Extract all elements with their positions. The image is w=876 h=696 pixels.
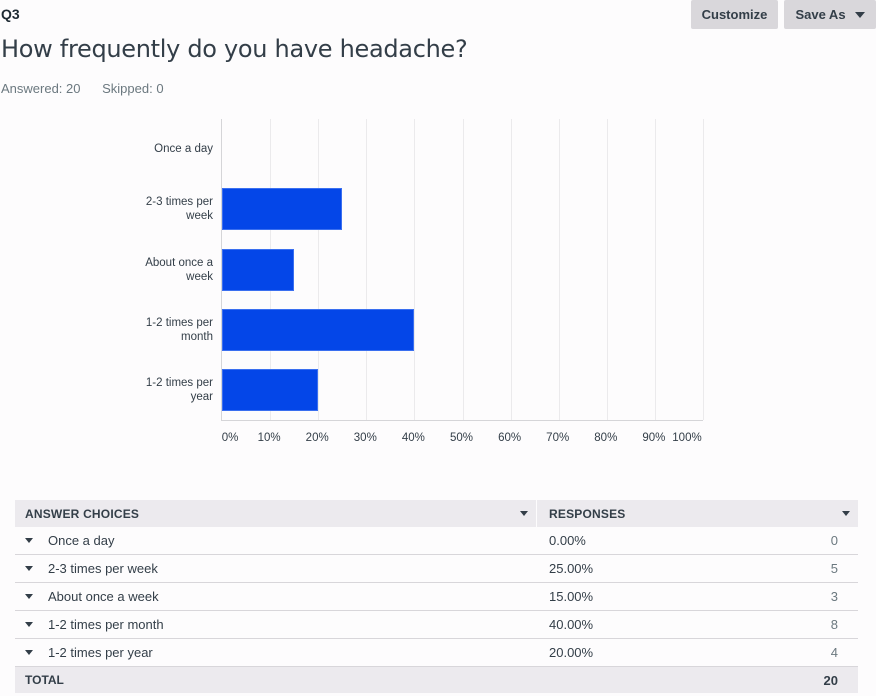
bar-3[interactable] <box>222 308 415 351</box>
gridline <box>703 119 704 420</box>
save-as-button[interactable]: Save As <box>784 0 876 29</box>
bar-2[interactable] <box>222 248 295 291</box>
gridline <box>318 119 320 420</box>
category-label-line: 2-3 times per <box>145 196 213 209</box>
x-tick-label: 10% <box>257 432 281 444</box>
expand-caret-icon[interactable] <box>25 538 33 543</box>
responses-header[interactable]: RESPONSES <box>537 500 858 527</box>
gridline <box>510 119 512 420</box>
skipped-count: Skipped: 0 <box>102 81 164 96</box>
answer-choice-cell: 2-3 times per week <box>15 561 537 576</box>
answer-choice-label: About once a week <box>48 589 159 604</box>
category-label-line: week <box>186 210 213 223</box>
table-row: About once a week 15.00% 3 <box>15 583 858 611</box>
answer-choice-cell: About once a week <box>15 589 537 604</box>
gridline <box>462 119 464 420</box>
x-tick-label: 60% <box>498 432 522 444</box>
table-row: 1-2 times per month 40.00% 8 <box>15 611 858 639</box>
response-percent: 40.00% <box>549 617 594 632</box>
category-label-line: 1-2 times per <box>145 376 213 389</box>
expand-caret-icon[interactable] <box>25 650 33 655</box>
total-row: TOTAL 20 <box>15 667 858 693</box>
answer-choice-label: Once a day <box>48 533 115 548</box>
expand-caret-icon[interactable] <box>25 566 33 571</box>
expand-caret-icon[interactable] <box>25 594 33 599</box>
response-percent: 15.00% <box>549 589 594 604</box>
response-count: 5 <box>830 561 838 576</box>
sort-caret-icon[interactable] <box>520 511 528 516</box>
x-tick-label: 30% <box>353 432 377 444</box>
gridline <box>366 119 368 420</box>
customize-label: Customize <box>701 7 768 22</box>
response-count: 8 <box>830 617 838 632</box>
gridline <box>558 119 560 420</box>
bar-4[interactable] <box>222 368 319 411</box>
sort-caret-icon[interactable] <box>842 511 850 516</box>
category-label-line: week <box>186 270 213 283</box>
response-count: 3 <box>830 589 838 604</box>
chevron-down-icon <box>854 11 865 18</box>
table-row: 2-3 times per week 25.00% 5 <box>15 555 858 583</box>
x-tick-label: 0% <box>221 432 239 444</box>
response-percent: 0.00% <box>549 533 586 548</box>
x-tick-label: 70% <box>546 432 570 444</box>
plot-area <box>221 119 704 421</box>
response-percent: 25.00% <box>549 561 594 576</box>
answer-choice-cell: 1-2 times per year <box>15 645 537 660</box>
category-label: About once a week <box>103 256 213 284</box>
gridline <box>654 119 656 420</box>
table-header: ANSWER CHOICES RESPONSES <box>15 500 858 527</box>
total-value: 20 <box>823 672 838 688</box>
total-label: TOTAL <box>25 673 64 687</box>
table-row: 1-2 times per year 20.00% 4 <box>15 639 858 667</box>
x-tick-label: 80% <box>594 432 618 444</box>
category-label-line: month <box>181 330 213 343</box>
x-tick-label: 100% <box>672 432 702 444</box>
response-count: 0 <box>830 533 838 548</box>
answer-choice-cell: 1-2 times per month <box>15 617 537 632</box>
question-title: How frequently do you have headache? <box>1 35 468 63</box>
answered-count: Answered: 20 <box>1 81 81 96</box>
response-stats: Answered: 20 Skipped: 0 <box>1 81 182 96</box>
category-label: Once a day <box>103 142 213 156</box>
answer-choice-label: 2-3 times per week <box>48 561 158 576</box>
customize-button[interactable]: Customize <box>691 0 778 29</box>
bar-1[interactable] <box>222 188 343 231</box>
category-label-line: 1-2 times per <box>145 316 213 329</box>
response-count: 4 <box>830 645 838 660</box>
x-tick-label: 50% <box>449 432 474 444</box>
answer-choices-header[interactable]: ANSWER CHOICES <box>15 500 537 527</box>
answer-choice-label: 1-2 times per month <box>48 617 164 632</box>
x-tick-label: 90% <box>642 432 666 444</box>
category-label-line: About once a <box>145 256 213 269</box>
table-row: Once a day 0.00% 0 <box>15 527 858 555</box>
category-label-line: year <box>190 390 213 403</box>
answer-choice-cell: Once a day <box>15 533 537 548</box>
gridline <box>606 119 608 420</box>
save-as-label: Save As <box>795 7 846 22</box>
answer-choices-header-label: ANSWER CHOICES <box>25 506 140 521</box>
responses-header-label: RESPONSES <box>549 506 626 521</box>
category-label: 2-3 times per week <box>103 195 213 223</box>
expand-caret-icon[interactable] <box>25 622 33 627</box>
category-label-line: Once a day <box>154 143 213 156</box>
response-percent: 20.00% <box>549 645 594 660</box>
x-tick-label: 20% <box>305 432 329 444</box>
responses-table: ANSWER CHOICES RESPONSES Once a day 0.00%… <box>15 500 858 693</box>
answer-choice-label: 1-2 times per year <box>48 645 153 660</box>
category-label: 1-2 times per year <box>103 376 213 404</box>
gridline <box>414 119 416 420</box>
x-tick-label: 40% <box>401 432 425 444</box>
question-number: Q3 <box>1 6 20 22</box>
category-label: 1-2 times per month <box>103 316 213 344</box>
